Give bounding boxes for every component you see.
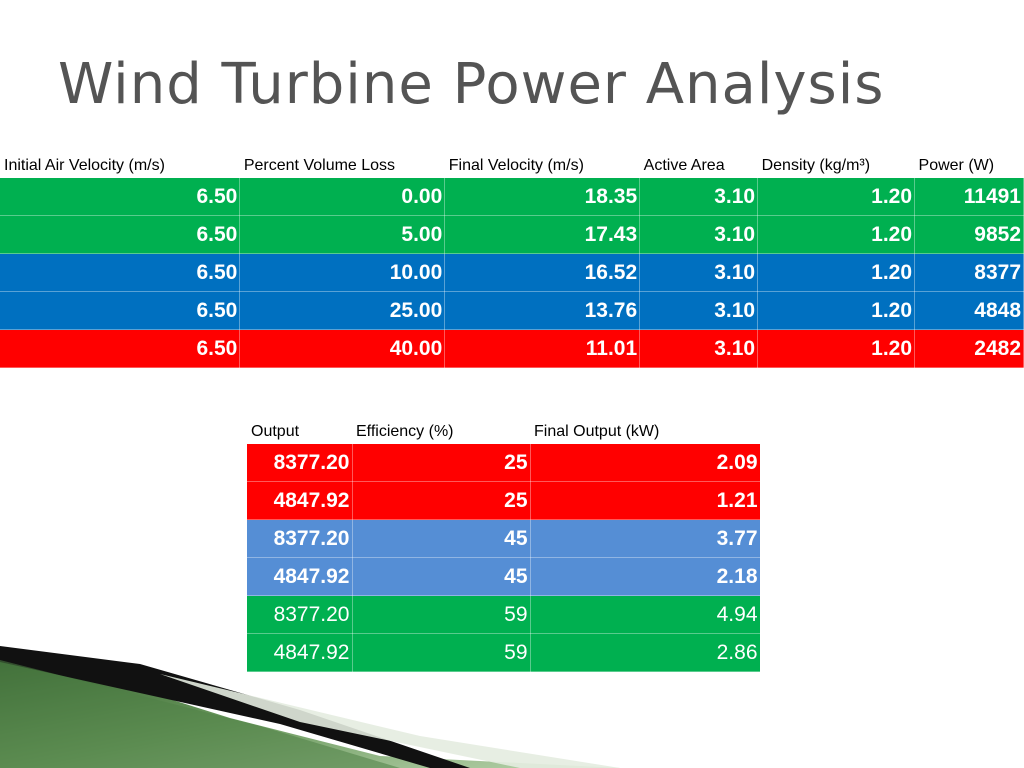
- cell-final-output: 4.94: [530, 595, 761, 634]
- slide-title: Wind Turbine Power Analysis: [58, 52, 885, 117]
- cell-density: 1.20: [757, 215, 916, 254]
- cell-initial-velocity: 6.50: [0, 215, 241, 254]
- cell-output: 8377.20: [247, 444, 353, 482]
- cell-power: 9852: [914, 215, 1024, 254]
- cell-output: 8377.20: [247, 595, 353, 634]
- power-table: Initial Air Velocity (m/s) Percent Volum…: [0, 154, 1024, 368]
- cell-output: 8377.20: [247, 519, 353, 558]
- cell-power: 8377: [914, 253, 1024, 292]
- cell-density: 1.20: [757, 178, 916, 216]
- cell-output: 4847.92: [247, 633, 353, 672]
- power-table-header: Initial Air Velocity (m/s) Percent Volum…: [0, 154, 1024, 178]
- header-final-velocity: Final Velocity (m/s): [448, 157, 584, 174]
- table-row: 8377.20 45 3.77: [247, 519, 761, 558]
- table-row: 8377.20 59 4.94: [247, 595, 761, 634]
- cell-efficiency: 25: [352, 481, 531, 520]
- header-volume-loss: Percent Volume Loss: [243, 157, 396, 174]
- cell-efficiency: 45: [352, 557, 531, 596]
- cell-initial-velocity: 6.50: [0, 291, 241, 330]
- table-row: 6.50 25.00 13.76 3.10 1.20 4848: [0, 291, 1024, 330]
- output-table-header: Output Efficiency (%) Final Output (kW): [247, 420, 760, 444]
- cell-active-area: 3.10: [639, 329, 759, 368]
- table-row: 4847.92 45 2.18: [247, 557, 761, 596]
- cell-volume-loss: 10.00: [239, 253, 446, 292]
- output-table: Output Efficiency (%) Final Output (kW) …: [247, 420, 761, 672]
- cell-efficiency: 25: [352, 444, 531, 482]
- table-row: 6.50 0.00 18.35 3.10 1.20 11491: [0, 178, 1024, 216]
- cell-final-velocity: 17.43: [444, 215, 641, 254]
- cell-initial-velocity: 6.50: [0, 178, 241, 216]
- cell-active-area: 3.10: [639, 291, 759, 330]
- cell-active-area: 3.10: [639, 253, 759, 292]
- table-row: 8377.20 25 2.09: [247, 444, 761, 482]
- cell-volume-loss: 25.00: [239, 291, 446, 330]
- cell-final-velocity: 11.01: [444, 329, 641, 368]
- cell-active-area: 3.10: [639, 215, 759, 254]
- cell-density: 1.20: [757, 291, 916, 330]
- table-row: 4847.92 59 2.86: [247, 633, 761, 672]
- decorative-swoosh: [0, 646, 620, 768]
- cell-initial-velocity: 6.50: [0, 253, 241, 292]
- cell-initial-velocity: 6.50: [0, 329, 241, 368]
- cell-efficiency: 45: [352, 519, 531, 558]
- cell-density: 1.20: [757, 329, 916, 368]
- cell-volume-loss: 0.00: [239, 178, 446, 216]
- header-density: Density (kg/m³): [761, 157, 871, 174]
- cell-final-output: 3.77: [530, 519, 761, 558]
- cell-final-velocity: 13.76: [444, 291, 641, 330]
- header-output: Output: [251, 423, 300, 440]
- cell-efficiency: 59: [352, 595, 531, 634]
- cell-volume-loss: 5.00: [239, 215, 446, 254]
- cell-final-velocity: 16.52: [444, 253, 641, 292]
- cell-efficiency: 59: [352, 633, 531, 672]
- cell-final-output: 2.09: [530, 444, 761, 482]
- cell-final-velocity: 18.35: [444, 178, 641, 216]
- cell-output: 4847.92: [247, 557, 353, 596]
- header-active-area: Active Area: [643, 157, 725, 174]
- header-final-output: Final Output (kW): [534, 423, 660, 440]
- cell-volume-loss: 40.00: [239, 329, 446, 368]
- cell-power: 11491: [914, 178, 1024, 216]
- header-initial-velocity: Initial Air Velocity (m/s): [4, 157, 165, 174]
- cell-final-output: 2.86: [530, 633, 761, 672]
- cell-output: 4847.92: [247, 481, 353, 520]
- table-row: 4847.92 25 1.21: [247, 481, 761, 520]
- cell-power: 4848: [914, 291, 1024, 330]
- cell-power: 2482: [914, 329, 1024, 368]
- header-power: Power (W): [918, 157, 995, 174]
- table-row: 6.50 10.00 16.52 3.10 1.20 8377: [0, 253, 1024, 292]
- cell-final-output: 1.21: [530, 481, 761, 520]
- cell-final-output: 2.18: [530, 557, 761, 596]
- table-row: 6.50 40.00 11.01 3.10 1.20 2482: [0, 329, 1024, 368]
- header-efficiency: Efficiency (%): [356, 423, 454, 440]
- table-row: 6.50 5.00 17.43 3.10 1.20 9852: [0, 215, 1024, 254]
- cell-density: 1.20: [757, 253, 916, 292]
- cell-active-area: 3.10: [639, 178, 759, 216]
